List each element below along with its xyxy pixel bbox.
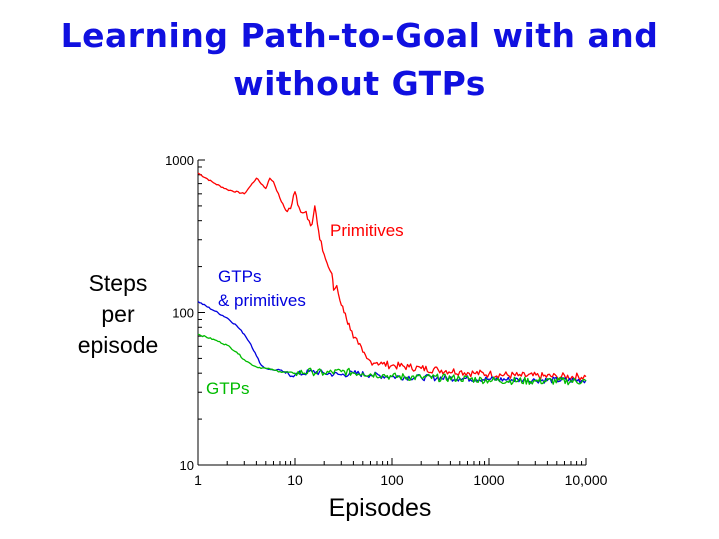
slide-title: Learning Path-to-Goal with and without G… <box>0 12 719 108</box>
x-tick-label: 1000 <box>473 472 504 488</box>
x-tick-label: 1 <box>194 472 202 488</box>
x-tick-label: 10 <box>287 472 303 488</box>
annotation-primitives: Primitives <box>330 221 404 240</box>
x-tick-label: 10,000 <box>565 472 608 488</box>
y-axis-label-line-1: Steps <box>88 270 148 296</box>
series-line-gtps <box>197 333 587 386</box>
series-line-gtps-and-primitives <box>197 300 587 384</box>
y-tick-label: 10 <box>180 458 194 473</box>
slide-title-line-2: without GTPs <box>233 64 486 103</box>
y-tick-label: 100 <box>172 306 194 321</box>
series-layer <box>197 172 587 386</box>
y-axis-label-line-3: episode <box>77 332 159 358</box>
series-line-primitives <box>197 172 587 381</box>
annotation-and-primitives: & primitives <box>218 291 306 310</box>
y-tick-label: 1000 <box>165 153 194 168</box>
x-tick-label: 100 <box>380 472 404 488</box>
y-axis-label: Steps per episode <box>58 268 178 361</box>
slide-title-line-1: Learning Path-to-Goal with and <box>60 16 659 55</box>
annotation-gtps: GTPs <box>218 267 261 286</box>
x-axis-label: Episodes <box>328 494 432 522</box>
annotation-gtps-green: GTPs <box>206 379 249 398</box>
y-axis-label-line-2: per <box>101 301 135 327</box>
annotation-layer: Primitives GTPs & primitives GTPs <box>206 221 404 398</box>
